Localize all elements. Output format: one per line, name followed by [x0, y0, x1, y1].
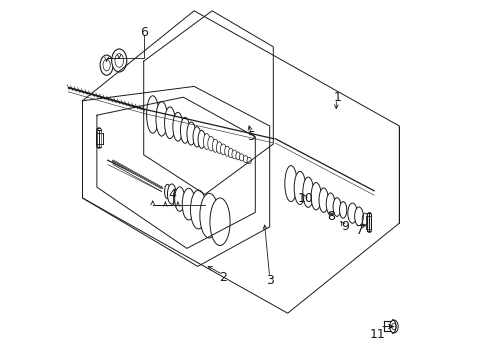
Text: 11: 11 [369, 328, 385, 341]
Ellipse shape [172, 112, 183, 141]
Ellipse shape [339, 202, 346, 218]
Text: 3: 3 [265, 274, 273, 287]
Ellipse shape [207, 136, 214, 151]
Text: 10: 10 [297, 192, 313, 204]
Ellipse shape [216, 142, 222, 153]
Ellipse shape [203, 134, 209, 149]
Ellipse shape [246, 157, 251, 164]
Ellipse shape [235, 152, 240, 160]
Ellipse shape [302, 177, 313, 207]
Text: 8: 8 [326, 210, 334, 222]
Ellipse shape [239, 154, 244, 161]
Ellipse shape [198, 130, 205, 148]
Ellipse shape [220, 144, 225, 155]
Ellipse shape [180, 117, 189, 143]
Ellipse shape [228, 148, 233, 158]
Ellipse shape [325, 193, 334, 215]
Ellipse shape [182, 188, 195, 220]
Ellipse shape [318, 188, 328, 212]
Ellipse shape [347, 203, 356, 223]
Ellipse shape [100, 55, 113, 75]
Ellipse shape [332, 198, 340, 216]
Ellipse shape [243, 156, 247, 163]
Text: 9: 9 [341, 220, 348, 233]
Ellipse shape [190, 190, 206, 229]
Ellipse shape [200, 193, 218, 238]
Ellipse shape [284, 166, 296, 202]
Text: 1: 1 [333, 91, 341, 104]
Text: 6: 6 [140, 26, 147, 39]
Text: 2: 2 [219, 271, 226, 284]
Ellipse shape [354, 207, 363, 226]
Ellipse shape [224, 146, 229, 156]
Ellipse shape [209, 198, 230, 246]
Ellipse shape [231, 150, 237, 159]
Ellipse shape [310, 183, 321, 210]
Text: 7: 7 [355, 224, 363, 237]
Ellipse shape [294, 171, 305, 204]
Ellipse shape [167, 184, 176, 204]
Text: 4: 4 [168, 188, 176, 201]
Ellipse shape [146, 96, 159, 133]
Ellipse shape [174, 187, 184, 211]
Ellipse shape [186, 122, 195, 145]
Ellipse shape [212, 139, 218, 152]
Text: 5: 5 [247, 130, 255, 143]
Ellipse shape [156, 102, 167, 136]
Ellipse shape [111, 49, 126, 72]
Ellipse shape [193, 127, 201, 147]
Ellipse shape [164, 107, 175, 139]
